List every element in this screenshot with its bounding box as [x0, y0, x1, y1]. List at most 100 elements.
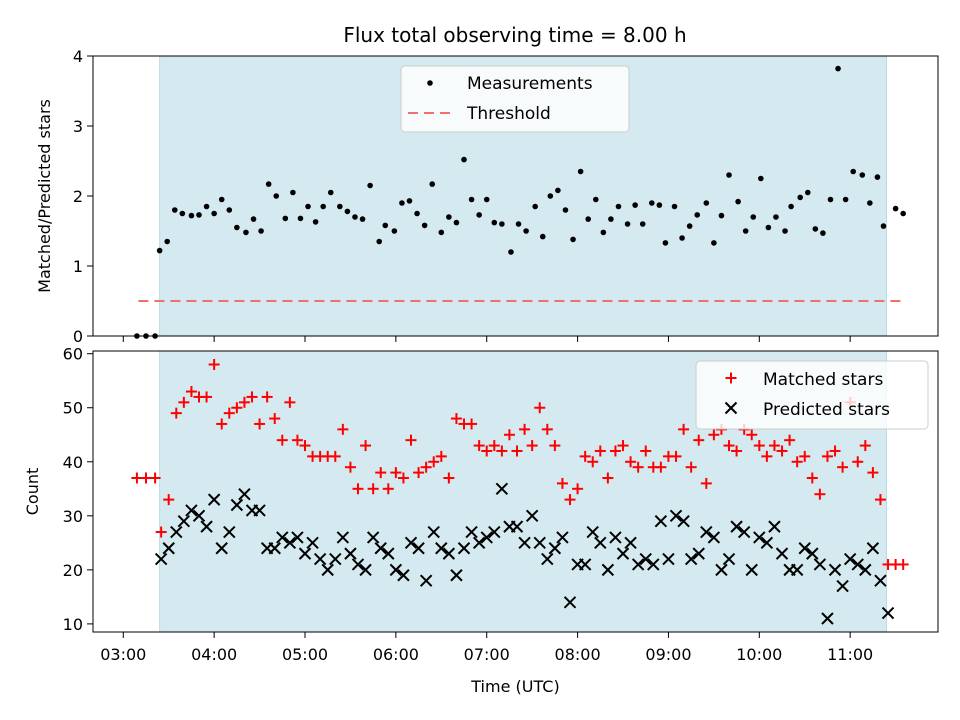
- measurement-point: [773, 214, 779, 220]
- predicted-star-d2: [851, 558, 864, 571]
- measurement-point: [686, 223, 693, 229]
- matched-star-marker: [367, 483, 379, 495]
- measurement-point: [258, 228, 264, 234]
- predicted-star-marker: [192, 509, 206, 523]
- measurement-point: [196, 212, 202, 218]
- x-tick-label: 06:00: [373, 645, 419, 664]
- predicted-star-marker: [480, 531, 493, 544]
- predicted-star-marker: [631, 558, 645, 571]
- predicted-star-marker: [790, 563, 804, 577]
- matched-star-marker: [594, 445, 606, 457]
- matched-star-marker: [731, 445, 743, 457]
- measurement-point: [758, 175, 764, 182]
- predicted-star-d2: [768, 520, 781, 533]
- predicted-star-d2: [828, 563, 842, 577]
- predicted-star-marker: [586, 525, 599, 539]
- predicted-star-marker: [753, 531, 766, 544]
- predicted-star-d2: [563, 596, 577, 609]
- matched-star-marker: [693, 434, 705, 446]
- matched-star-marker: [753, 440, 765, 452]
- predicted-star-marker: [722, 552, 736, 566]
- predicted-star-marker: [207, 493, 221, 506]
- predicted-star-marker: [351, 558, 365, 571]
- matched-star-marker: [390, 467, 402, 479]
- predicted-star-marker: [707, 531, 721, 544]
- predicted-star-d2: [518, 536, 531, 550]
- predicted-star-marker: [821, 612, 834, 625]
- top-y-tick-label: 1: [73, 257, 83, 276]
- predicted-star-marker: [578, 558, 592, 571]
- predicted-star-d2: [480, 531, 493, 544]
- predicted-star-d2: [586, 525, 599, 539]
- predicted-star-d2: [715, 563, 728, 577]
- predicted-star-marker: [465, 525, 478, 539]
- matched-star-marker: [897, 558, 909, 570]
- matched-star-marker: [867, 467, 879, 479]
- predicted-star-d2: [412, 542, 425, 555]
- top-y-tick-label: 2: [73, 187, 83, 206]
- measurement-point: [532, 203, 538, 210]
- measurement-point: [679, 235, 685, 241]
- matched-star-marker: [670, 450, 682, 462]
- bottom-y-axis-label: Count: [23, 468, 42, 516]
- predicted-star-d2: [510, 520, 524, 533]
- measurement-point: [750, 214, 757, 220]
- measurement-point: [726, 172, 732, 178]
- predicted-star-d2: [556, 531, 569, 544]
- matched-star-marker: [201, 391, 213, 403]
- predicted-star-marker: [154, 552, 168, 566]
- matched-star-marker: [299, 440, 311, 452]
- matched-star-marker: [375, 467, 387, 479]
- predicted-star-d2: [488, 525, 501, 539]
- matched-star-marker: [799, 450, 811, 462]
- matched-star-marker: [761, 450, 773, 462]
- predicted-star-d2: [692, 547, 705, 560]
- predicted-star-d2: [700, 525, 713, 539]
- predicted-star-d2: [336, 531, 350, 544]
- measurement-point: [265, 181, 272, 187]
- predicted-star-d2: [177, 515, 191, 528]
- predicted-star-marker: [435, 542, 448, 555]
- measurement-point: [438, 229, 445, 236]
- matched-star-marker: [700, 477, 712, 489]
- matched-star-marker: [360, 440, 372, 452]
- matched-star-marker: [534, 402, 546, 414]
- predicted-star-d2: [798, 542, 811, 555]
- predicted-star-d2: [321, 563, 334, 577]
- measurement-point: [226, 207, 233, 213]
- predicted-star-d2: [541, 552, 554, 566]
- measurement-point: [539, 233, 546, 240]
- matched-star-marker: [519, 423, 531, 435]
- measurement-point: [421, 222, 428, 229]
- measurement-point: [327, 189, 334, 196]
- matched-star-marker: [837, 461, 849, 473]
- measurement-point: [797, 194, 803, 201]
- predicted-star-d2: [647, 558, 660, 571]
- measurement-point: [874, 174, 881, 180]
- measurement-point: [406, 198, 413, 204]
- legend-threshold-label: Threshold: [466, 104, 551, 124]
- matched-star-marker: [814, 488, 826, 500]
- measurement-point: [156, 247, 163, 254]
- predicted-star-d2: [806, 547, 819, 560]
- x-tick-label: 05:00: [282, 645, 328, 664]
- measurement-point: [414, 210, 420, 217]
- measurement-point: [382, 222, 389, 229]
- predicted-star-marker: [382, 547, 395, 560]
- predicted-star-d2: [238, 487, 251, 501]
- matched-star-marker: [632, 461, 644, 473]
- legend-matched-label: Matched stars: [763, 370, 883, 390]
- predicted-star-marker: [253, 504, 266, 517]
- predicted-star-d2: [631, 558, 645, 571]
- x-tick-label: 04:00: [191, 645, 237, 664]
- measurement-point: [632, 202, 638, 208]
- matched-star-marker: [163, 494, 175, 506]
- matched-star-marker: [549, 440, 561, 452]
- predicted-star-d2: [185, 504, 198, 517]
- predicted-star-marker: [881, 606, 895, 620]
- predicted-star-marker: [647, 558, 660, 571]
- measurement-point: [592, 196, 599, 203]
- predicted-star-marker: [397, 569, 410, 582]
- predicted-star-marker: [374, 542, 387, 555]
